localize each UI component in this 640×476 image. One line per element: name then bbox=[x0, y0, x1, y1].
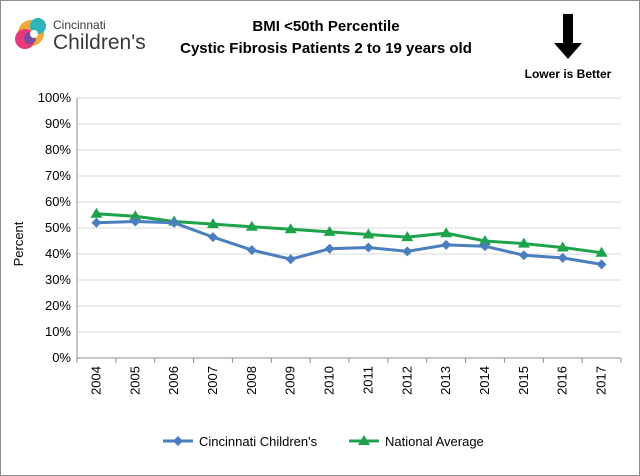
x-tick-label: 2007 bbox=[205, 366, 220, 395]
data-point bbox=[363, 242, 374, 253]
y-tick-label: 40% bbox=[45, 246, 71, 261]
y-tick-label: 10% bbox=[45, 324, 71, 339]
x-tick-label: 2011 bbox=[360, 366, 375, 394]
data-point bbox=[284, 223, 297, 234]
data-point bbox=[556, 241, 569, 252]
logo-line2: Children's bbox=[53, 31, 146, 54]
x-tick-label: 2006 bbox=[166, 366, 181, 395]
data-point bbox=[246, 245, 257, 256]
chart-title-line1: BMI <50th Percentile bbox=[252, 18, 399, 35]
x-tick-label: 2004 bbox=[88, 366, 103, 395]
x-tick-label: 2016 bbox=[555, 366, 570, 395]
y-tick-label: 0% bbox=[52, 350, 71, 365]
legend-marker bbox=[173, 436, 183, 446]
x-tick-label: 2012 bbox=[399, 366, 414, 395]
x-tick-label: 2010 bbox=[322, 366, 337, 395]
data-point bbox=[557, 252, 568, 263]
y-tick-label: 80% bbox=[45, 142, 71, 157]
legend-label: National Average bbox=[385, 434, 484, 449]
data-point bbox=[596, 259, 607, 270]
y-tick-label: 30% bbox=[45, 272, 71, 287]
y-tick-labels: 0% 10% 20% 30% 40% 50% 60% 70% 80% 90% 100% bbox=[38, 90, 72, 365]
logo-mark-icon bbox=[15, 18, 46, 49]
logo: Cincinnati Children's bbox=[15, 18, 146, 54]
data-point bbox=[402, 246, 413, 257]
x-tick-label: 2013 bbox=[438, 366, 453, 395]
data-point bbox=[130, 216, 141, 227]
data-point bbox=[285, 254, 296, 265]
y-tick-label: 90% bbox=[45, 116, 71, 131]
data-point bbox=[208, 232, 218, 243]
y-tick-label: 20% bbox=[45, 298, 71, 313]
x-tick-label: 2015 bbox=[516, 366, 531, 395]
y-tick-label: 100% bbox=[38, 90, 72, 105]
x-tick-label: 2005 bbox=[127, 366, 142, 395]
x-tick-labels: 2004 2005 2006 2007 2008 2009 2010 2011 2012 2013… bbox=[88, 366, 608, 395]
lower-is-better-note: Lower is Better bbox=[525, 67, 612, 81]
data-point bbox=[323, 225, 336, 236]
data-point bbox=[517, 237, 530, 248]
data-point bbox=[245, 220, 258, 231]
x-tick-label: 2009 bbox=[283, 366, 298, 395]
data-point bbox=[518, 250, 529, 261]
data-point bbox=[595, 246, 608, 257]
x-tick-label: 2017 bbox=[594, 366, 609, 395]
down-arrow-icon bbox=[554, 14, 582, 59]
legend-item: Cincinnati Children's bbox=[163, 434, 318, 449]
chart-title-line2: Cystic Fibrosis Patients 2 to 19 years o… bbox=[180, 40, 472, 57]
data-point bbox=[479, 235, 491, 245]
data-point bbox=[207, 218, 219, 229]
data-point bbox=[440, 227, 453, 238]
legend-marker bbox=[358, 435, 370, 445]
data-point bbox=[401, 231, 414, 242]
series-cincinnati bbox=[91, 216, 607, 270]
data-point bbox=[90, 207, 103, 218]
data-point bbox=[169, 217, 180, 228]
data-point bbox=[129, 210, 142, 221]
legend: Cincinnati Children's National Average bbox=[163, 434, 484, 449]
data-point bbox=[362, 228, 375, 239]
y-tick-label: 60% bbox=[45, 194, 71, 209]
x-tick-label: 2008 bbox=[244, 366, 259, 395]
series-national bbox=[90, 207, 608, 257]
gridlines bbox=[77, 97, 621, 333]
legend-item: National Average bbox=[349, 434, 484, 449]
series-lines bbox=[90, 207, 608, 270]
x-tick-label: 2014 bbox=[477, 366, 492, 395]
y-tick-label: 50% bbox=[45, 220, 71, 235]
data-point bbox=[480, 241, 490, 252]
series-line bbox=[96, 219, 602, 266]
y-tick-label: 70% bbox=[45, 168, 71, 183]
y-axis-title: Percent bbox=[11, 221, 26, 266]
series-line bbox=[96, 212, 602, 255]
data-point bbox=[324, 243, 335, 254]
axes bbox=[76, 98, 622, 363]
legend-label: Cincinnati Children's bbox=[199, 434, 318, 449]
data-point bbox=[441, 239, 452, 250]
data-point bbox=[91, 217, 102, 228]
logo-line1: Cincinnati bbox=[53, 18, 106, 32]
